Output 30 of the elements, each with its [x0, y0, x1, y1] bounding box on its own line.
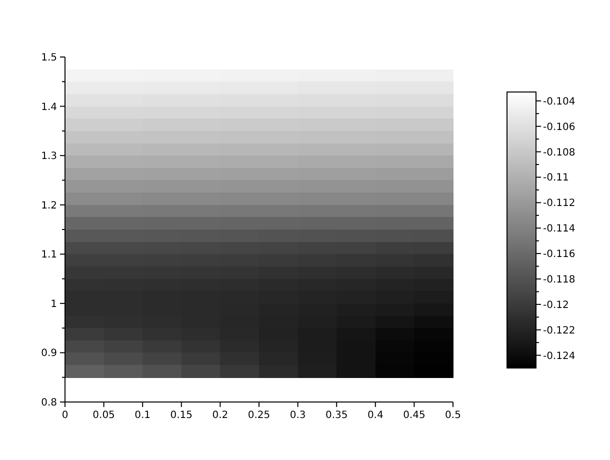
x-tick-label: 0.35 [325, 410, 348, 421]
x-tick-label: 0.4 [367, 410, 384, 421]
color-bar-label: -0.122 [543, 325, 576, 336]
x-tick-label: 0.1 [134, 410, 151, 421]
x-tick-label: 0.5 [445, 410, 461, 421]
color-bar-label: -0.116 [543, 249, 576, 260]
y-tick-label: 1.1 [41, 250, 57, 261]
color-bar-label: -0.106 [543, 122, 576, 133]
x-tick-label: 0.2 [212, 410, 228, 421]
x-tick-label: 0.3 [290, 410, 306, 421]
color-bar-label: -0.118 [543, 274, 576, 286]
color-bar-label: -0.124 [543, 350, 576, 362]
color-bar-label: -0.11 [543, 172, 569, 184]
color-bar-label: -0.108 [543, 147, 576, 158]
color-bar-label: -0.12 [543, 300, 569, 311]
x-tick-label: 0 [62, 410, 68, 421]
y-tick-label: 0.9 [41, 348, 57, 360]
y-tick-label: 1.4 [41, 102, 57, 113]
y-tick-label: 1.5 [41, 52, 57, 64]
color-bar-label: -0.112 [543, 198, 576, 210]
x-tick-label: 0.15 [170, 410, 193, 421]
x-tick-label: 0.05 [92, 410, 115, 421]
x-tick-label: 0.45 [403, 410, 426, 421]
y-tick-label: 0.8 [41, 398, 57, 408]
y-tick-label: 1 [50, 298, 57, 310]
color-bar-label: -0.104 [543, 96, 576, 108]
color-bar-label: -0.114 [543, 224, 576, 235]
x-tick-label: 0.25 [248, 410, 270, 421]
y-tick-label: 1.2 [41, 200, 57, 212]
y-tick-label: 1.3 [41, 151, 57, 162]
